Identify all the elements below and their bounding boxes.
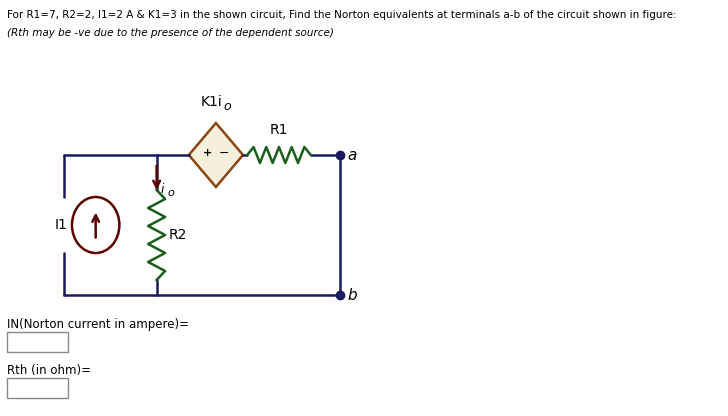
Text: K1i: K1i (201, 95, 223, 109)
Text: a: a (347, 148, 357, 163)
FancyBboxPatch shape (7, 378, 68, 398)
Polygon shape (189, 123, 243, 187)
Text: IN(Norton current in ampere)=: IN(Norton current in ampere)= (7, 318, 189, 331)
Text: +: + (203, 148, 212, 158)
Text: o: o (223, 100, 231, 113)
Text: I1: I1 (55, 218, 68, 232)
Text: i: i (161, 183, 165, 196)
Text: −: − (219, 146, 229, 159)
Text: R1: R1 (270, 123, 288, 137)
FancyBboxPatch shape (7, 332, 68, 352)
Text: (Rth may be -ve due to the presence of the dependent source): (Rth may be -ve due to the presence of t… (7, 28, 333, 38)
Text: o: o (167, 188, 175, 198)
Text: b: b (347, 287, 357, 302)
Text: For R1=7, R2=2, I1=2 A & K1=3 in the shown circuit, Find the Norton equivalents : For R1=7, R2=2, I1=2 A & K1=3 in the sho… (7, 10, 676, 20)
Text: R2: R2 (168, 228, 187, 242)
Text: Rth (in ohm)=: Rth (in ohm)= (7, 364, 91, 377)
